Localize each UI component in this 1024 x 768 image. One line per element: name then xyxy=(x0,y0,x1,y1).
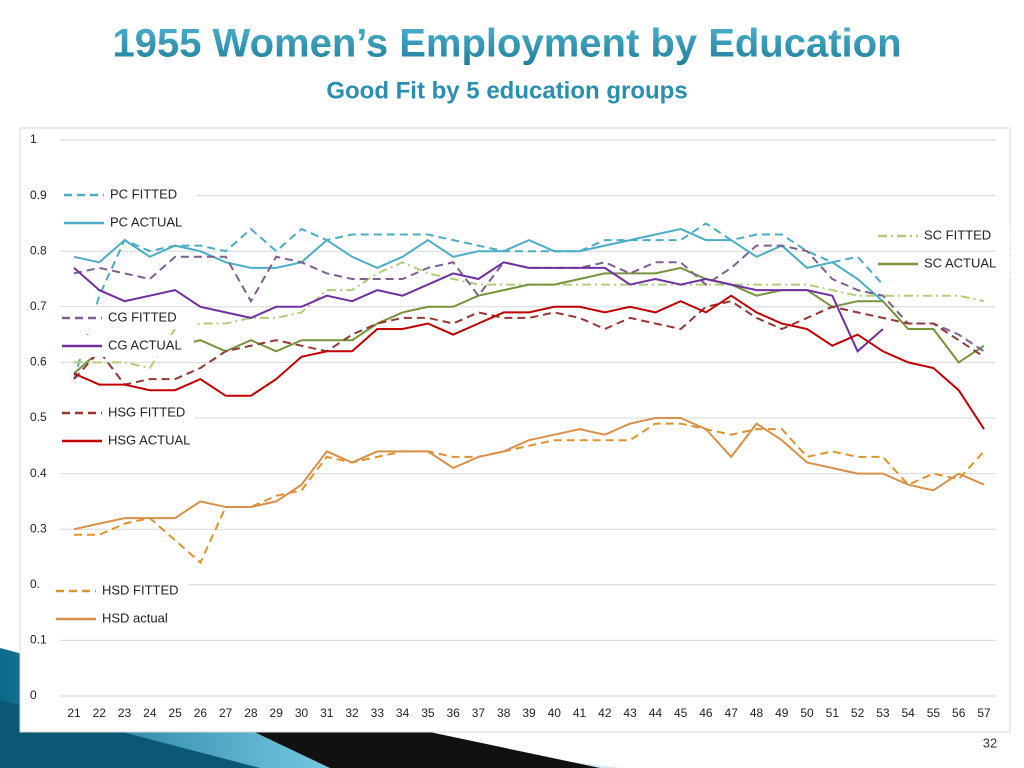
x-tick-label: 38 xyxy=(497,706,511,720)
x-tick-label: 24 xyxy=(143,706,157,720)
x-tick-label: 25 xyxy=(168,706,182,720)
legend-label: CG FITTED xyxy=(108,309,177,324)
x-tick-label: 30 xyxy=(295,706,309,720)
x-tick-label: 56 xyxy=(952,706,966,720)
x-tick-label: 26 xyxy=(194,706,208,720)
x-tick-label: 31 xyxy=(320,706,334,720)
y-tick-label: 0 xyxy=(30,688,37,702)
legend-label: PC FITTED xyxy=(110,186,177,201)
legend-box xyxy=(52,608,188,630)
legend-box xyxy=(58,335,194,357)
legend-box xyxy=(60,212,196,234)
x-tick-label: 42 xyxy=(598,706,612,720)
decor-swoosh xyxy=(0,648,620,768)
x-tick-label: 57 xyxy=(977,706,991,720)
x-tick-label: 23 xyxy=(118,706,132,720)
decor-swoosh-black xyxy=(250,730,600,768)
x-tick-label: 22 xyxy=(93,706,107,720)
x-tick-label: 43 xyxy=(623,706,637,720)
x-tick-label: 34 xyxy=(396,706,410,720)
series-line xyxy=(73,244,985,353)
y-tick-label: 0.3 xyxy=(30,521,47,535)
y-tick-label: 0.4 xyxy=(30,466,47,480)
legend-label: HSD FITTED xyxy=(102,582,179,597)
legend-label: SC ACTUAL xyxy=(924,255,996,270)
x-tick-label: 51 xyxy=(826,706,840,720)
series-line xyxy=(74,422,985,565)
legend-label: CG ACTUAL xyxy=(108,337,182,352)
x-tick-label: 49 xyxy=(775,706,789,720)
legend-label: HSD actual xyxy=(102,610,168,625)
x-tick-label: 21 xyxy=(67,706,81,720)
x-tick-label: 29 xyxy=(270,706,284,720)
y-tick-label: 0.8 xyxy=(30,243,47,257)
legend-box xyxy=(874,253,1010,275)
x-tick-label: 44 xyxy=(649,706,663,720)
x-tick-label: 52 xyxy=(851,706,865,720)
x-tick-label: 33 xyxy=(371,706,385,720)
y-tick-label: 0.5 xyxy=(30,410,47,424)
x-tick-label: 27 xyxy=(219,706,233,720)
legend-box xyxy=(58,402,194,424)
y-tick-label: 0.9 xyxy=(30,188,47,202)
legend-box xyxy=(58,307,194,329)
x-tick-label: 37 xyxy=(472,706,486,720)
plot: 0 0.1 0. 0.3 0.4 0.5 0.6 0.7 0.8 0.9 1 21 22 23 24 25 26… xyxy=(30,132,1010,720)
x-tick-label: 45 xyxy=(674,706,688,720)
x-tick-label: 55 xyxy=(927,706,941,720)
y-tick-label: 1 xyxy=(30,132,37,146)
legend-label: HSG ACTUAL xyxy=(108,432,190,447)
y-tick-label: 0. xyxy=(30,577,40,591)
x-tick-label: 39 xyxy=(522,706,536,720)
legend-label: HSG FITTED xyxy=(108,404,185,419)
slide-number: 32 xyxy=(983,735,997,750)
y-tick-label: 0.6 xyxy=(30,355,47,369)
x-tick-label: 28 xyxy=(244,706,258,720)
x-tick-label: 50 xyxy=(800,706,814,720)
x-tick-label: 32 xyxy=(345,706,359,720)
x-tick-label: 40 xyxy=(548,706,562,720)
series-line xyxy=(73,417,985,531)
legend-box xyxy=(58,430,194,452)
y-tick-label: 0.7 xyxy=(30,299,47,313)
legend-box xyxy=(874,225,1010,247)
series-line xyxy=(73,294,985,430)
series-line xyxy=(73,222,884,380)
y-tick-label: 0.1 xyxy=(30,633,47,647)
series-line xyxy=(73,300,985,386)
x-tick-label: 54 xyxy=(901,706,915,720)
legend-box xyxy=(52,580,188,602)
legend-label: SC FITTED xyxy=(924,227,991,242)
x-tick-label: 35 xyxy=(421,706,435,720)
x-tick-label: 47 xyxy=(725,706,739,720)
chart-title: 1955 Women’s Employment by Education xyxy=(112,22,901,66)
x-tick-label: 36 xyxy=(446,706,460,720)
x-tick-label: 46 xyxy=(699,706,713,720)
series-line xyxy=(73,227,884,302)
x-tick-label: 48 xyxy=(750,706,764,720)
legend-box xyxy=(60,184,196,206)
x-tick-label: 41 xyxy=(573,706,587,720)
chart-subtitle: Good Fit by 5 education groups xyxy=(326,77,687,104)
x-tick-label: 53 xyxy=(876,706,890,720)
legend-label: PC ACTUAL xyxy=(110,214,182,229)
series-line xyxy=(73,261,884,353)
